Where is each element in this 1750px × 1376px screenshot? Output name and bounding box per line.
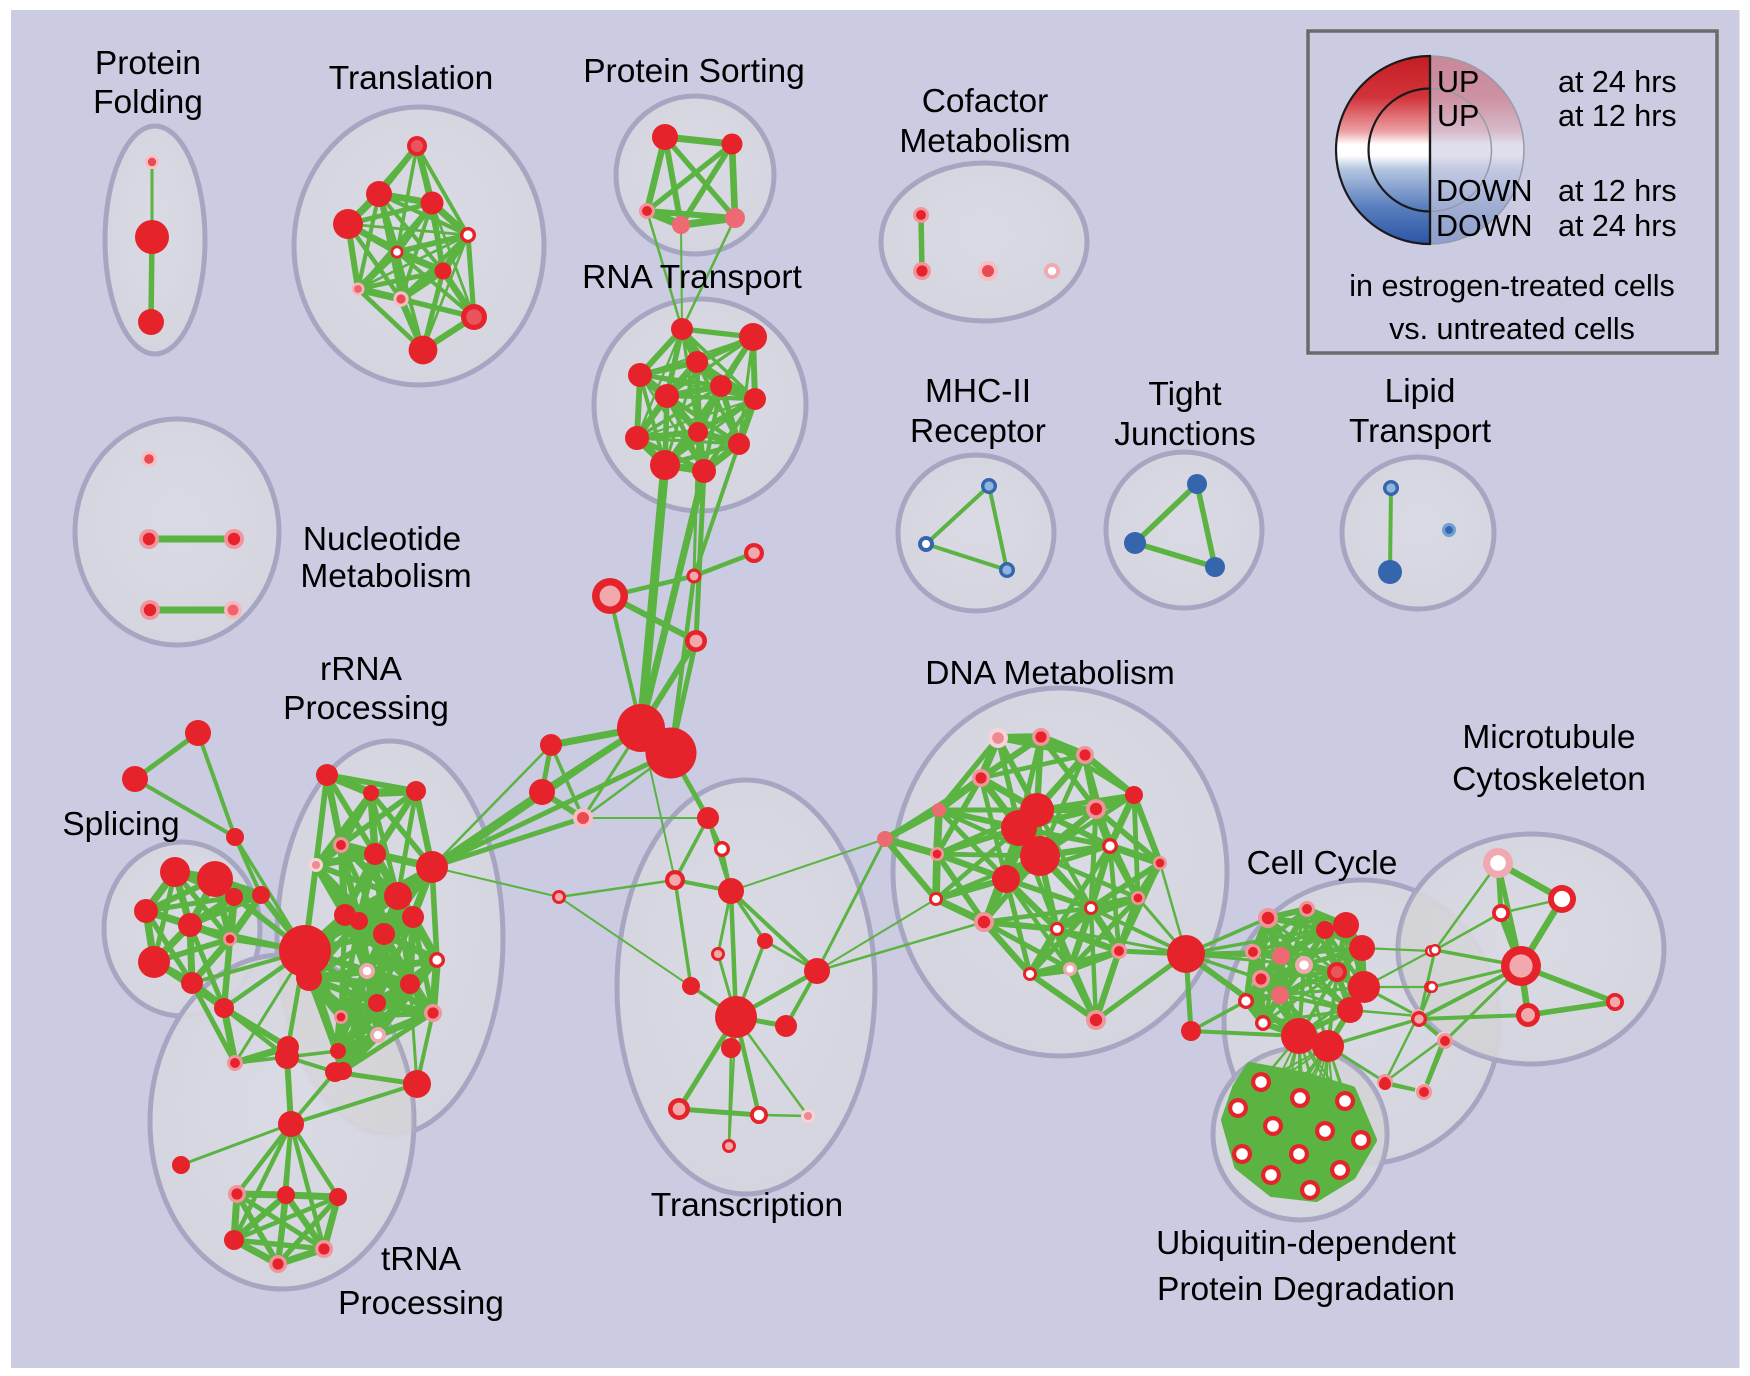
svg-text:rRNA: rRNA: [320, 651, 403, 688]
svg-text:DOWN: DOWN: [1436, 174, 1533, 208]
svg-text:Splicing: Splicing: [62, 806, 179, 843]
svg-text:Receptor: Receptor: [910, 413, 1046, 450]
svg-text:Cytoskeleton: Cytoskeleton: [1452, 761, 1646, 798]
svg-text:at 12 hrs: at 12 hrs: [1558, 174, 1677, 208]
svg-text:Folding: Folding: [93, 84, 203, 121]
svg-text:Transcription: Transcription: [651, 1187, 843, 1224]
svg-text:Protein Sorting: Protein Sorting: [583, 53, 805, 90]
svg-text:Microtubule: Microtubule: [1462, 719, 1635, 756]
svg-text:Metabolism: Metabolism: [899, 123, 1070, 160]
svg-text:at 12 hrs: at 12 hrs: [1558, 99, 1677, 133]
svg-text:at 24 hrs: at 24 hrs: [1558, 209, 1677, 243]
svg-text:Protein Degradation: Protein Degradation: [1157, 1271, 1455, 1308]
svg-text:in estrogen-treated cells: in estrogen-treated cells: [1349, 269, 1675, 303]
svg-text:Lipid: Lipid: [1385, 373, 1456, 410]
svg-text:vs. untreated cells: vs. untreated cells: [1389, 312, 1635, 346]
svg-text:Tight: Tight: [1148, 376, 1222, 413]
svg-text:Cell Cycle: Cell Cycle: [1247, 845, 1398, 882]
svg-text:Cofactor: Cofactor: [922, 83, 1049, 120]
svg-text:tRNA: tRNA: [381, 1241, 462, 1278]
svg-text:Ubiquitin-dependent: Ubiquitin-dependent: [1156, 1225, 1457, 1262]
svg-text:Metabolism: Metabolism: [300, 558, 471, 595]
svg-text:DOWN: DOWN: [1436, 209, 1533, 243]
svg-text:UP: UP: [1437, 99, 1479, 133]
svg-text:MHC-II: MHC-II: [925, 373, 1031, 410]
svg-text:at 24 hrs: at 24 hrs: [1558, 65, 1677, 99]
svg-text:UP: UP: [1437, 65, 1479, 99]
svg-text:Protein: Protein: [95, 45, 201, 82]
svg-text:Nucleotide: Nucleotide: [303, 521, 461, 558]
svg-text:Translation: Translation: [329, 60, 493, 97]
svg-text:Junctions: Junctions: [1114, 416, 1256, 453]
svg-text:RNA Transport: RNA Transport: [582, 259, 802, 296]
svg-text:DNA Metabolism: DNA Metabolism: [925, 655, 1174, 692]
svg-text:Processing: Processing: [283, 690, 449, 727]
svg-text:Processing: Processing: [338, 1285, 504, 1322]
svg-text:Transport: Transport: [1349, 413, 1492, 450]
